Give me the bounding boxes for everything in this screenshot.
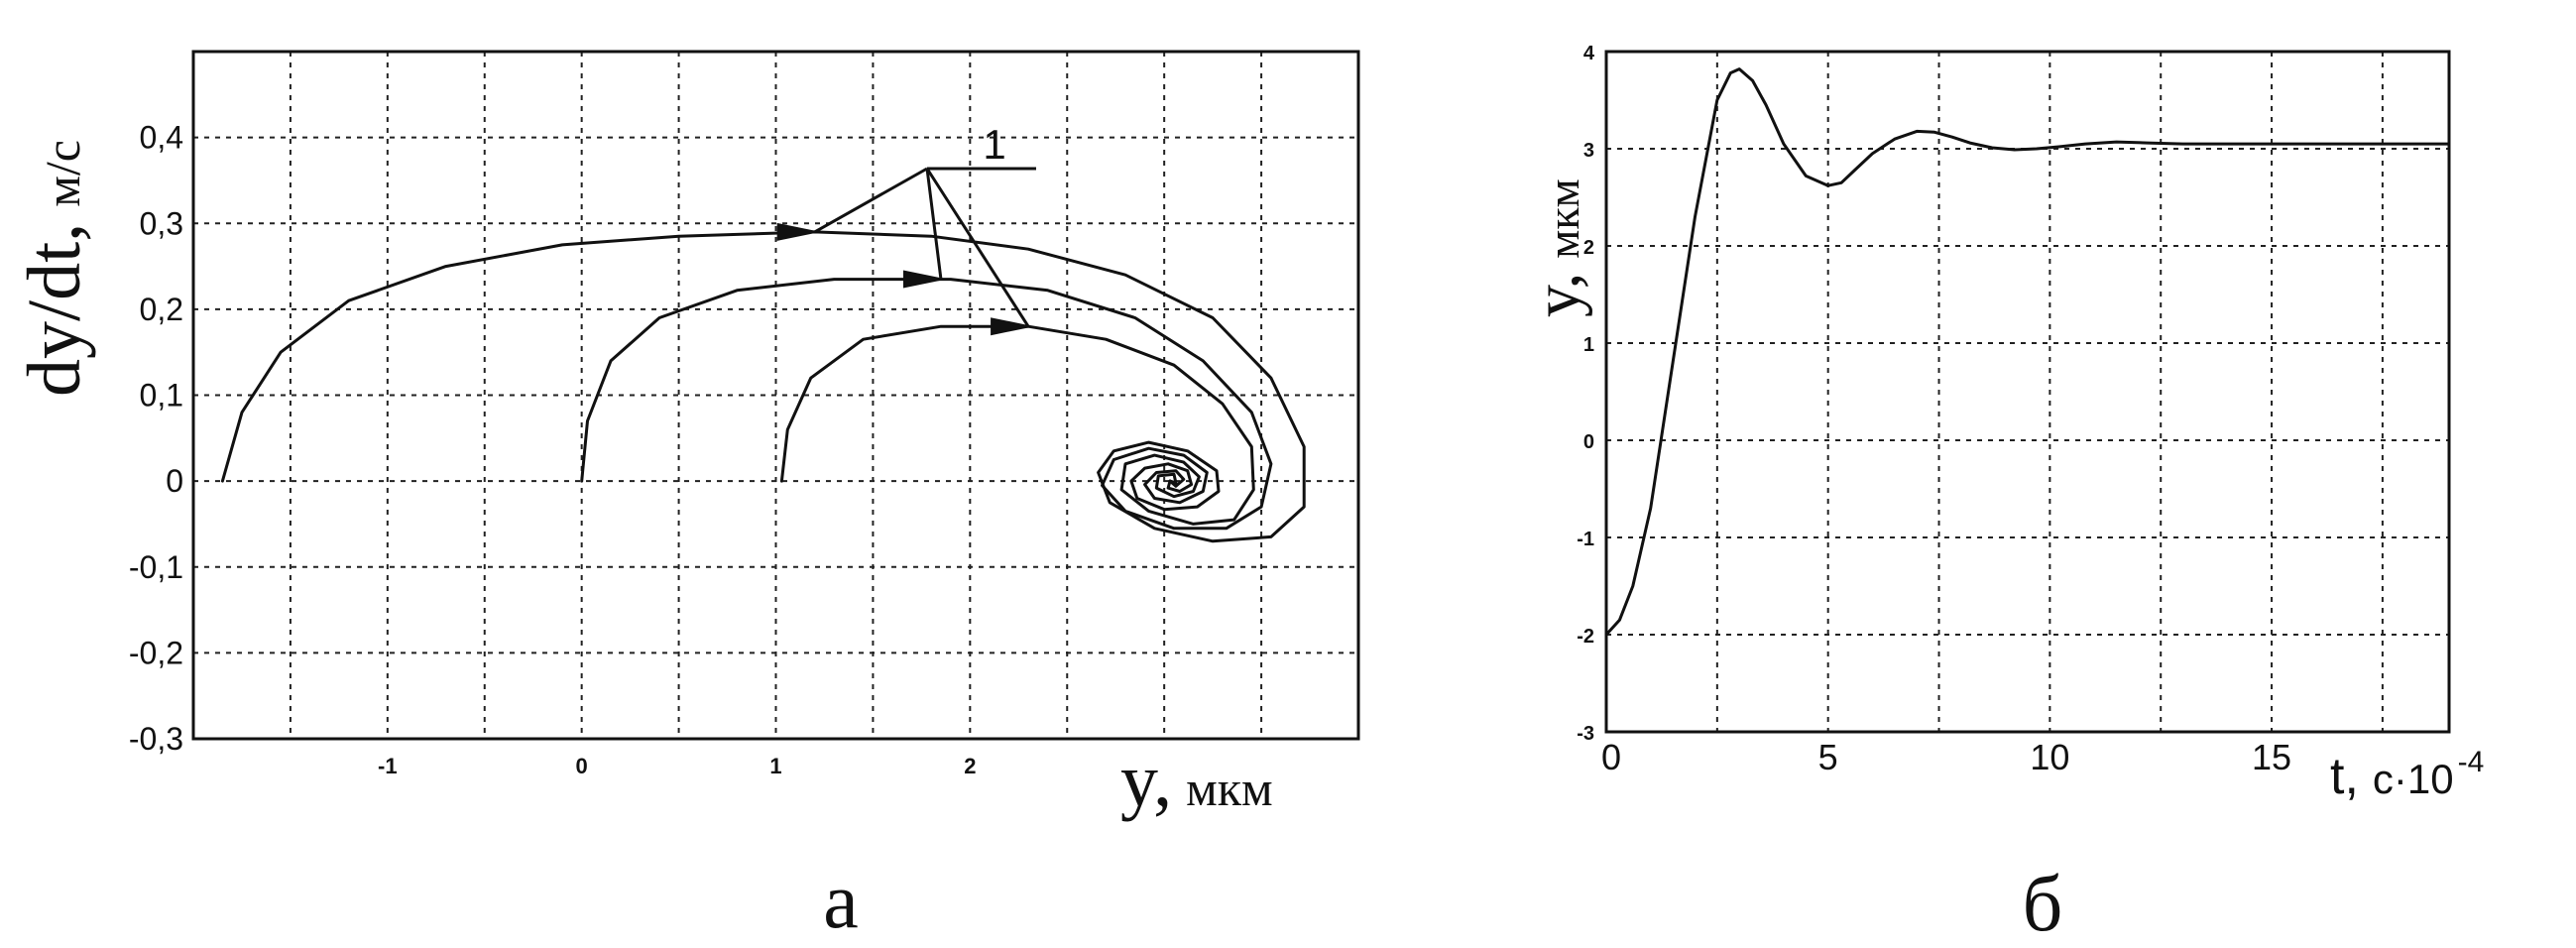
trajectory-arrowhead-1 bbox=[776, 222, 821, 241]
y-tick-label: 0 bbox=[166, 463, 183, 499]
y-tick-label: 0,4 bbox=[140, 120, 183, 156]
x-tick-label: 5 bbox=[1818, 737, 1838, 777]
y-tick-label: -0,3 bbox=[129, 721, 183, 757]
y-tick-label: 0,1 bbox=[140, 378, 183, 414]
x-tick-label: 0 bbox=[576, 754, 588, 778]
callout-leader-1 bbox=[813, 167, 928, 234]
phase-portrait-frame bbox=[191, 50, 1360, 741]
phase-portrait-curves bbox=[220, 230, 1306, 543]
y-tick-label: -3 bbox=[1577, 723, 1594, 745]
phase-trajectory-2 bbox=[580, 278, 1273, 531]
x-tick-label: 2 bbox=[964, 754, 976, 778]
phase-portrait-chart: -0,3 -0,2 -0,1 0 0,1 0,2 0,3 0,4 -1 0 1 2 1 dy/dt,… bbox=[13, 50, 1360, 945]
transient-response-frame bbox=[1604, 50, 2451, 734]
transient-response-x-label: t, с·10 -4 bbox=[2330, 746, 2484, 805]
x-tick-label: -1 bbox=[378, 754, 398, 778]
phase-trajectory-1 bbox=[220, 230, 1306, 543]
y-tick-label: -1 bbox=[1577, 529, 1594, 550]
x-tick-label: 1 bbox=[769, 754, 781, 778]
y-tick-label: -0,2 bbox=[129, 635, 183, 670]
phase-portrait-y-label: dy/dt, м/с bbox=[13, 140, 96, 397]
transient-response-y-ticks: -3 -2 -1 0 1 2 3 4 bbox=[1577, 43, 1595, 745]
transient-response-chart: -3 -2 -1 0 1 2 3 4 0 5 10 15 y, мкм t, с·10 -4 б bbox=[1521, 43, 2484, 948]
y-tick-label: 1 bbox=[1583, 334, 1594, 356]
x-tick-label: 0 bbox=[1601, 737, 1621, 777]
x-tick-label: 15 bbox=[2252, 737, 2291, 777]
trajectory-arrowhead-2 bbox=[902, 270, 947, 289]
x-tick-label: 10 bbox=[2030, 737, 2069, 777]
phase-portrait-grid bbox=[192, 51, 1359, 740]
trajectory-arrowhead-3 bbox=[991, 317, 1035, 336]
phase-trajectory-3 bbox=[779, 324, 1255, 526]
callout-label: 1 bbox=[983, 121, 1005, 168]
callout-leader-3 bbox=[925, 168, 1030, 328]
transient-response-grid bbox=[1606, 51, 2449, 733]
y-tick-label: 3 bbox=[1583, 140, 1594, 162]
y-tick-label: 4 bbox=[1583, 43, 1595, 64]
phase-portrait-x-label: y, мкм bbox=[1120, 739, 1273, 822]
response-curve bbox=[1604, 67, 2451, 637]
transient-response-y-label: y, мкм bbox=[1521, 178, 1593, 317]
y-tick-label: 0 bbox=[1583, 431, 1594, 453]
callout-leader-2 bbox=[925, 168, 943, 280]
phase-portrait-x-ticks: -1 0 1 2 bbox=[378, 754, 976, 778]
y-tick-label: -0,1 bbox=[129, 549, 183, 585]
transient-response-x-ticks: 0 5 10 15 bbox=[1601, 737, 2291, 777]
y-tick-label: -2 bbox=[1577, 626, 1594, 648]
y-tick-label: 0,2 bbox=[140, 292, 183, 327]
y-tick-label: 2 bbox=[1583, 237, 1594, 259]
phase-portrait-y-ticks: -0,3 -0,2 -0,1 0 0,1 0,2 0,3 0,4 bbox=[129, 120, 183, 757]
phase-portrait-callout: 1 bbox=[776, 121, 1036, 336]
phase-portrait-panel-label: а bbox=[823, 858, 859, 945]
transient-response-panel-label: б bbox=[2023, 861, 2063, 948]
transient-response-curve bbox=[1604, 67, 2451, 637]
y-tick-label: 0,3 bbox=[140, 205, 183, 241]
